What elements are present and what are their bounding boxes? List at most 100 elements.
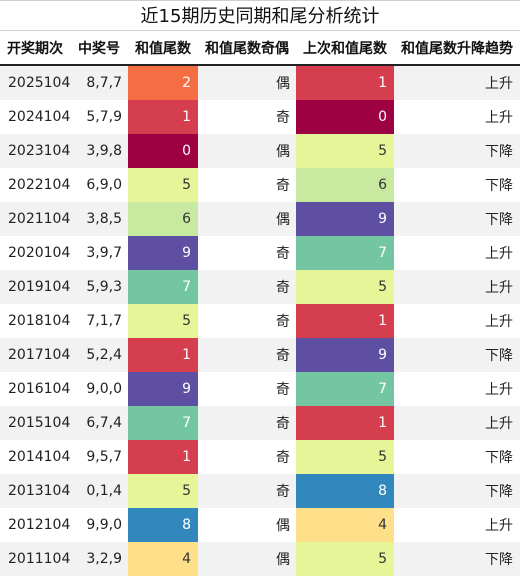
issue-cell: 2014104 bbox=[0, 440, 70, 474]
numbers-cell: 8,7,7 bbox=[70, 65, 128, 100]
numbers-cell: 7,1,7 bbox=[70, 304, 128, 338]
header-parity: 和值尾数奇偶 bbox=[198, 31, 296, 66]
numbers-cell: 6,7,4 bbox=[70, 406, 128, 440]
numbers-cell: 3,8,5 bbox=[70, 202, 128, 236]
prev-sum-tail-cell: 7 bbox=[296, 236, 394, 270]
issue-cell: 2022104 bbox=[0, 168, 70, 202]
sum-tail-cell: 5 bbox=[128, 168, 198, 202]
parity-cell: 偶 bbox=[198, 508, 296, 542]
numbers-cell: 5,2,4 bbox=[70, 338, 128, 372]
numbers-cell: 9,9,0 bbox=[70, 508, 128, 542]
trend-cell: 上升 bbox=[394, 406, 520, 440]
table-row: 2022104 6,9,0 5 奇 6 下降 bbox=[0, 168, 520, 202]
prev-sum-tail-cell: 1 bbox=[296, 406, 394, 440]
sum-tail-cell: 1 bbox=[128, 338, 198, 372]
table-row: 2012104 9,9,0 8 偶 4 上升 bbox=[0, 508, 520, 542]
prev-sum-tail-cell: 7 bbox=[296, 372, 394, 406]
issue-cell: 2012104 bbox=[0, 508, 70, 542]
table-row: 2016104 9,0,0 9 奇 7 上升 bbox=[0, 372, 520, 406]
prev-sum-tail-cell: 1 bbox=[296, 304, 394, 338]
trend-cell: 下降 bbox=[394, 338, 520, 372]
sum-tail-cell: 8 bbox=[128, 508, 198, 542]
table-row: 2013104 0,1,4 5 奇 8 下降 bbox=[0, 474, 520, 508]
trend-cell: 上升 bbox=[394, 372, 520, 406]
sum-tail-cell: 1 bbox=[128, 440, 198, 474]
table-row: 2018104 7,1,7 5 奇 1 上升 bbox=[0, 304, 520, 338]
parity-cell: 奇 bbox=[198, 338, 296, 372]
numbers-cell: 5,9,3 bbox=[70, 270, 128, 304]
trend-cell: 上升 bbox=[394, 270, 520, 304]
prev-sum-tail-cell: 5 bbox=[296, 270, 394, 304]
sum-tail-cell: 7 bbox=[128, 406, 198, 440]
table-row: 2015104 6,7,4 7 奇 1 上升 bbox=[0, 406, 520, 440]
trend-cell: 下降 bbox=[394, 542, 520, 576]
sum-tail-cell: 5 bbox=[128, 474, 198, 508]
trend-cell: 下降 bbox=[394, 474, 520, 508]
parity-cell: 奇 bbox=[198, 440, 296, 474]
table-row: 2025104 8,7,7 2 偶 1 上升 bbox=[0, 65, 520, 100]
issue-cell: 2021104 bbox=[0, 202, 70, 236]
table-row: 2019104 5,9,3 7 奇 5 上升 bbox=[0, 270, 520, 304]
prev-sum-tail-cell: 4 bbox=[296, 508, 394, 542]
trend-cell: 上升 bbox=[394, 508, 520, 542]
parity-cell: 奇 bbox=[198, 270, 296, 304]
prev-sum-tail-cell: 5 bbox=[296, 134, 394, 168]
table-row: 2021104 3,8,5 6 偶 9 下降 bbox=[0, 202, 520, 236]
issue-cell: 2018104 bbox=[0, 304, 70, 338]
table-row: 2017104 5,2,4 1 奇 9 下降 bbox=[0, 338, 520, 372]
issue-cell: 2024104 bbox=[0, 100, 70, 134]
sum-tail-cell: 0 bbox=[128, 134, 198, 168]
issue-cell: 2011104 bbox=[0, 542, 70, 576]
numbers-cell: 5,7,9 bbox=[70, 100, 128, 134]
table-row: 2023104 3,9,8 0 偶 5 下降 bbox=[0, 134, 520, 168]
header-row: 开奖期次 中奖号 和值尾数 和值尾数奇偶 上次和值尾数 和值尾数升降趋势 bbox=[0, 31, 520, 66]
prev-sum-tail-cell: 9 bbox=[296, 202, 394, 236]
table-row: 2024104 5,7,9 1 奇 0 上升 bbox=[0, 100, 520, 134]
parity-cell: 奇 bbox=[198, 372, 296, 406]
page-title: 近15期历史同期和尾分析统计 bbox=[0, 0, 520, 31]
trend-cell: 下降 bbox=[394, 202, 520, 236]
prev-sum-tail-cell: 5 bbox=[296, 542, 394, 576]
table-row: 2014104 9,5,7 1 奇 5 下降 bbox=[0, 440, 520, 474]
trend-cell: 下降 bbox=[394, 440, 520, 474]
numbers-cell: 3,9,8 bbox=[70, 134, 128, 168]
parity-cell: 偶 bbox=[198, 65, 296, 100]
header-sum-tail: 和值尾数 bbox=[128, 31, 198, 66]
stats-table: 开奖期次 中奖号 和值尾数 和值尾数奇偶 上次和值尾数 和值尾数升降趋势 202… bbox=[0, 31, 520, 576]
issue-cell: 2015104 bbox=[0, 406, 70, 440]
prev-sum-tail-cell: 9 bbox=[296, 338, 394, 372]
header-prev-sum-tail: 上次和值尾数 bbox=[296, 31, 394, 66]
sum-tail-cell: 2 bbox=[128, 65, 198, 100]
issue-cell: 2020104 bbox=[0, 236, 70, 270]
table-row: 2020104 3,9,7 9 奇 7 上升 bbox=[0, 236, 520, 270]
trend-cell: 上升 bbox=[394, 236, 520, 270]
parity-cell: 偶 bbox=[198, 134, 296, 168]
parity-cell: 奇 bbox=[198, 168, 296, 202]
parity-cell: 奇 bbox=[198, 406, 296, 440]
numbers-cell: 0,1,4 bbox=[70, 474, 128, 508]
prev-sum-tail-cell: 8 bbox=[296, 474, 394, 508]
parity-cell: 奇 bbox=[198, 474, 296, 508]
trend-cell: 上升 bbox=[394, 100, 520, 134]
prev-sum-tail-cell: 6 bbox=[296, 168, 394, 202]
issue-cell: 2016104 bbox=[0, 372, 70, 406]
parity-cell: 奇 bbox=[198, 236, 296, 270]
trend-cell: 上升 bbox=[394, 304, 520, 338]
numbers-cell: 6,9,0 bbox=[70, 168, 128, 202]
sum-tail-cell: 5 bbox=[128, 304, 198, 338]
issue-cell: 2013104 bbox=[0, 474, 70, 508]
issue-cell: 2017104 bbox=[0, 338, 70, 372]
issue-cell: 2023104 bbox=[0, 134, 70, 168]
header-issue: 开奖期次 bbox=[0, 31, 70, 66]
sum-tail-cell: 1 bbox=[128, 100, 198, 134]
header-trend: 和值尾数升降趋势 bbox=[394, 31, 520, 66]
issue-cell: 2025104 bbox=[0, 65, 70, 100]
sum-tail-cell: 9 bbox=[128, 372, 198, 406]
issue-cell: 2019104 bbox=[0, 270, 70, 304]
parity-cell: 奇 bbox=[198, 304, 296, 338]
table-row: 2011104 3,2,9 4 偶 5 下降 bbox=[0, 542, 520, 576]
trend-cell: 下降 bbox=[394, 168, 520, 202]
table-body: 2025104 8,7,7 2 偶 1 上升 2024104 5,7,9 1 奇 0 上升 202310… bbox=[0, 65, 520, 576]
prev-sum-tail-cell: 5 bbox=[296, 440, 394, 474]
